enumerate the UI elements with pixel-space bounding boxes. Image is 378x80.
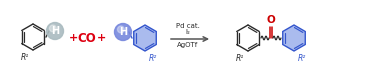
- Circle shape: [50, 25, 56, 32]
- Text: H: H: [51, 26, 59, 36]
- Polygon shape: [134, 25, 156, 51]
- Text: O: O: [266, 14, 276, 24]
- Text: AgOTf: AgOTf: [177, 42, 198, 48]
- Text: R²: R²: [149, 54, 157, 63]
- Circle shape: [115, 24, 132, 40]
- Text: R¹: R¹: [21, 53, 29, 62]
- Text: R¹: R¹: [236, 54, 244, 63]
- Circle shape: [118, 26, 124, 33]
- Text: CO: CO: [77, 32, 96, 44]
- Text: +: +: [68, 33, 77, 43]
- Text: H: H: [119, 27, 127, 37]
- Text: Pd cat.: Pd cat.: [176, 23, 200, 29]
- Circle shape: [46, 22, 64, 40]
- Text: I₂: I₂: [186, 29, 191, 35]
- Text: R²: R²: [298, 54, 306, 63]
- Text: +: +: [96, 33, 105, 43]
- Polygon shape: [283, 25, 305, 51]
